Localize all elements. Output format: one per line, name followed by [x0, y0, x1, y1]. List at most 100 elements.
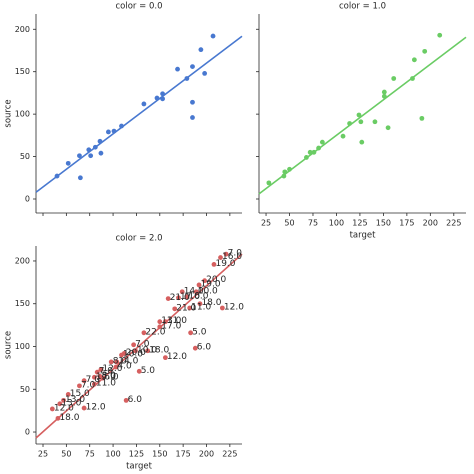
point	[160, 96, 165, 102]
point	[162, 355, 168, 361]
point	[190, 64, 195, 70]
point	[381, 89, 387, 95]
point	[356, 112, 362, 118]
point-label: 7.0	[99, 367, 114, 377]
point	[197, 301, 203, 307]
point	[410, 76, 415, 81]
x-tick-label: 125	[352, 219, 367, 228]
x-tick-label: 225	[222, 450, 237, 459]
point	[106, 129, 111, 135]
point	[187, 305, 193, 311]
x-tick-label: 100	[105, 450, 120, 459]
point	[145, 348, 151, 354]
point	[98, 367, 104, 372]
point-label: 13.0	[61, 398, 81, 408]
point	[92, 144, 98, 150]
point-label: 7.0	[86, 375, 101, 385]
point	[119, 352, 124, 358]
point-label: 10.0	[137, 345, 157, 355]
point-label: 7.0	[228, 249, 243, 259]
x-tick-label: 75	[85, 450, 95, 459]
y-tick-label: 100	[15, 342, 30, 351]
point	[157, 324, 163, 330]
point-label: 18.0	[59, 413, 79, 423]
point	[179, 289, 185, 295]
point-label: 20.0	[206, 275, 226, 285]
point	[184, 294, 190, 300]
point-label: 21.0	[176, 303, 196, 313]
point-label: 18.0	[201, 298, 221, 308]
point-label: 5.0	[192, 327, 207, 337]
y-tick-label: 150	[15, 299, 30, 308]
y-tick-label: 200	[15, 256, 30, 265]
point	[188, 330, 194, 336]
point	[162, 319, 168, 325]
x-tick-label: 100	[329, 219, 344, 228]
point	[133, 348, 138, 354]
y-tick-label: 50	[20, 385, 30, 394]
point-label: 14.0	[118, 356, 138, 366]
point-label: 12.0	[54, 403, 74, 413]
point	[175, 66, 180, 72]
point	[411, 57, 417, 63]
point	[372, 119, 378, 125]
point	[422, 48, 428, 54]
point	[202, 71, 208, 76]
point-label: 22.0	[145, 327, 165, 337]
point	[287, 166, 292, 172]
point	[136, 368, 142, 374]
point	[223, 251, 229, 257]
point-label: 17.0	[180, 292, 200, 302]
y-axis-label: source	[4, 99, 14, 127]
point	[54, 173, 60, 179]
point-label: 12.0	[224, 303, 244, 313]
point-label: 14.0	[184, 286, 204, 296]
x-tick-label: 50	[61, 450, 71, 459]
point	[123, 397, 129, 403]
point	[88, 153, 94, 159]
point	[91, 374, 97, 380]
point-label: 16.0	[222, 252, 242, 262]
point	[77, 175, 83, 181]
point	[119, 123, 124, 129]
y-axis-label: source	[4, 331, 14, 359]
point	[81, 378, 87, 384]
x-axis-label: target	[126, 462, 153, 472]
point	[113, 364, 119, 370]
x-tick-label: 25	[38, 450, 48, 459]
point	[77, 383, 82, 389]
x-tick-label: 175	[399, 219, 414, 228]
x-tick-label: 25	[261, 219, 271, 228]
point	[114, 359, 120, 365]
regression-line	[35, 35, 243, 193]
point	[340, 133, 346, 139]
point	[141, 101, 147, 107]
regression-line	[35, 253, 243, 439]
y-tick-label: 0	[25, 428, 30, 437]
point	[176, 295, 181, 301]
point-label: 8.0	[101, 371, 116, 381]
point	[100, 375, 106, 381]
point	[190, 99, 195, 105]
point	[157, 319, 163, 325]
point-label: 21.0	[170, 293, 190, 303]
point	[61, 397, 66, 403]
point-label: 15.0	[96, 372, 116, 382]
y-tick-label: 0	[25, 194, 30, 203]
point	[141, 330, 147, 336]
point-label: 19.0	[201, 279, 221, 289]
point	[86, 147, 92, 153]
point	[98, 150, 104, 156]
x-tick-label: 175	[176, 450, 191, 459]
point	[57, 401, 63, 407]
panel-title: color = 1.0	[339, 2, 386, 12]
point	[193, 289, 199, 295]
point	[111, 128, 117, 134]
point	[266, 180, 272, 186]
regression-line	[258, 36, 467, 195]
point	[359, 139, 365, 145]
point	[210, 33, 216, 39]
point	[65, 391, 71, 397]
point-label: 15.0	[70, 389, 90, 399]
point-label: 8.0	[113, 356, 128, 366]
